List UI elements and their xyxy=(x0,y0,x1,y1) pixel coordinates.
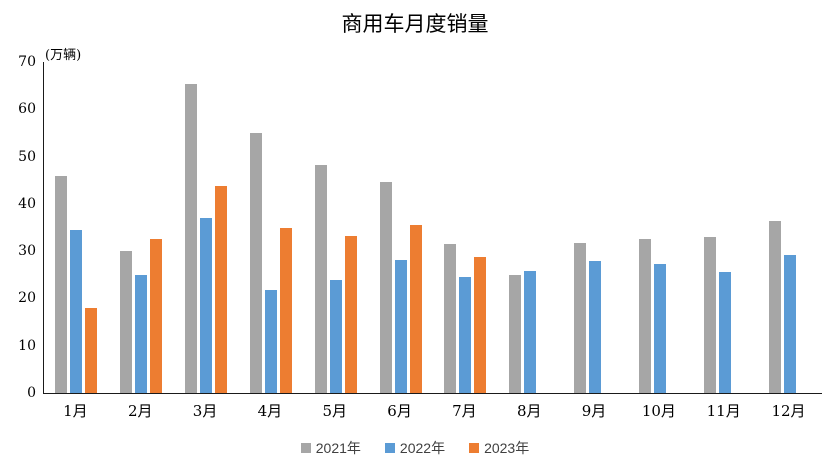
bar-2022年-6月 xyxy=(394,260,407,393)
legend-label: 2022年 xyxy=(399,440,446,456)
x-axis-category-label: 11月 xyxy=(706,402,741,420)
legend-swatch-icon xyxy=(300,443,311,453)
legend-label: 2023年 xyxy=(484,440,530,456)
chart-legend: 2021年 2022年 2023年 xyxy=(0,438,830,458)
bar-2022年-10月 xyxy=(653,263,666,393)
bar-2022年-5月 xyxy=(329,279,342,393)
legend-item-2021年: 2021年 xyxy=(300,438,361,458)
bar-2021年-3月 xyxy=(185,84,198,393)
bar-2021年-6月 xyxy=(379,181,392,393)
bar-2021年-4月 xyxy=(249,132,262,393)
bar-group-2月 xyxy=(109,62,174,393)
x-axis-category-label: 5月 xyxy=(322,402,347,420)
x-axis-category-label: 1月 xyxy=(63,402,88,420)
legend-label: 2021年 xyxy=(315,440,361,456)
bar-group-8月 xyxy=(498,62,563,393)
bar-2021年-8月 xyxy=(509,275,522,393)
y-axis-tick-label: 60 xyxy=(18,101,36,118)
bar-2022年-7月 xyxy=(459,276,472,393)
x-axis-category-label: 10月 xyxy=(641,402,676,420)
bar-2023年-4月 xyxy=(279,227,292,393)
bar-group-10月 xyxy=(627,62,692,393)
bar-2022年-2月 xyxy=(135,274,148,393)
x-axis-category-label: 2月 xyxy=(127,402,153,420)
y-axis-tick-label: 0 xyxy=(27,385,36,401)
y-axis-tick-label: 50 xyxy=(18,148,36,165)
bar-group-1月 xyxy=(44,62,109,393)
bar-2021年-7月 xyxy=(444,244,457,393)
legend-item-2023年: 2023年 xyxy=(469,438,529,458)
x-axis-category-label: 4月 xyxy=(257,402,283,420)
legend-item-2022年: 2022年 xyxy=(384,438,446,458)
bar-2023年-3月 xyxy=(215,186,228,393)
bar-group-11月 xyxy=(692,62,757,393)
bar-group-7月 xyxy=(433,62,498,393)
x-axis-category-label: 9月 xyxy=(581,402,607,420)
y-axis-tick-label: 70 xyxy=(18,54,36,70)
bar-2022年-9月 xyxy=(589,260,602,393)
bar-2022年-4月 xyxy=(264,289,277,393)
x-axis-category-label: 8月 xyxy=(516,402,542,420)
bar-2023年-7月 xyxy=(474,256,487,393)
y-axis-tick-label: 20 xyxy=(18,290,36,307)
bar-group-12月 xyxy=(757,62,822,393)
bar-2023年-5月 xyxy=(344,236,357,393)
plot-area xyxy=(43,62,822,394)
x-axis-category-label: 6月 xyxy=(387,402,412,420)
bar-group-5月 xyxy=(303,62,368,393)
x-axis-category-labels: 1月 2月 3月 4月 5月 6月 7月 8月 9月 10月 11月 12月 xyxy=(43,400,821,421)
bar-2022年-8月 xyxy=(524,270,537,393)
x-axis-category-label: 3月 xyxy=(192,402,218,420)
bar-2023年-2月 xyxy=(150,239,163,393)
bar-2022年-3月 xyxy=(200,218,213,393)
y-axis-unit-label: (万辆) xyxy=(45,48,82,63)
x-axis-category-label: 12月 xyxy=(771,402,806,420)
legend-swatch-icon xyxy=(469,443,480,453)
bar-2023年-6月 xyxy=(409,225,422,393)
bar-2021年-10月 xyxy=(638,238,651,393)
bar-2021年-11月 xyxy=(703,236,716,393)
bar-2023年-1月 xyxy=(85,307,98,393)
bar-group-3月 xyxy=(174,62,239,393)
bar-2021年-1月 xyxy=(55,175,68,393)
y-axis-tick-label: 40 xyxy=(18,195,36,212)
y-axis-tick-label: 10 xyxy=(18,337,36,354)
x-axis-category-label: 7月 xyxy=(452,402,477,420)
bar-2021年-2月 xyxy=(120,251,133,393)
bar-group-9月 xyxy=(563,62,628,393)
bar-group-6月 xyxy=(368,62,433,393)
bar-2022年-12月 xyxy=(783,254,796,393)
legend-swatch-icon xyxy=(384,443,395,453)
bar-2022年-1月 xyxy=(70,229,83,393)
y-axis-tick-label: 30 xyxy=(18,243,36,260)
bar-2021年-5月 xyxy=(314,165,327,393)
bar-2022年-11月 xyxy=(718,272,731,393)
bar-group-4月 xyxy=(238,62,303,393)
bar-2021年-9月 xyxy=(574,242,587,393)
chart-title: 商用车月度销量 xyxy=(341,12,489,36)
bar-2021年-12月 xyxy=(768,220,781,393)
